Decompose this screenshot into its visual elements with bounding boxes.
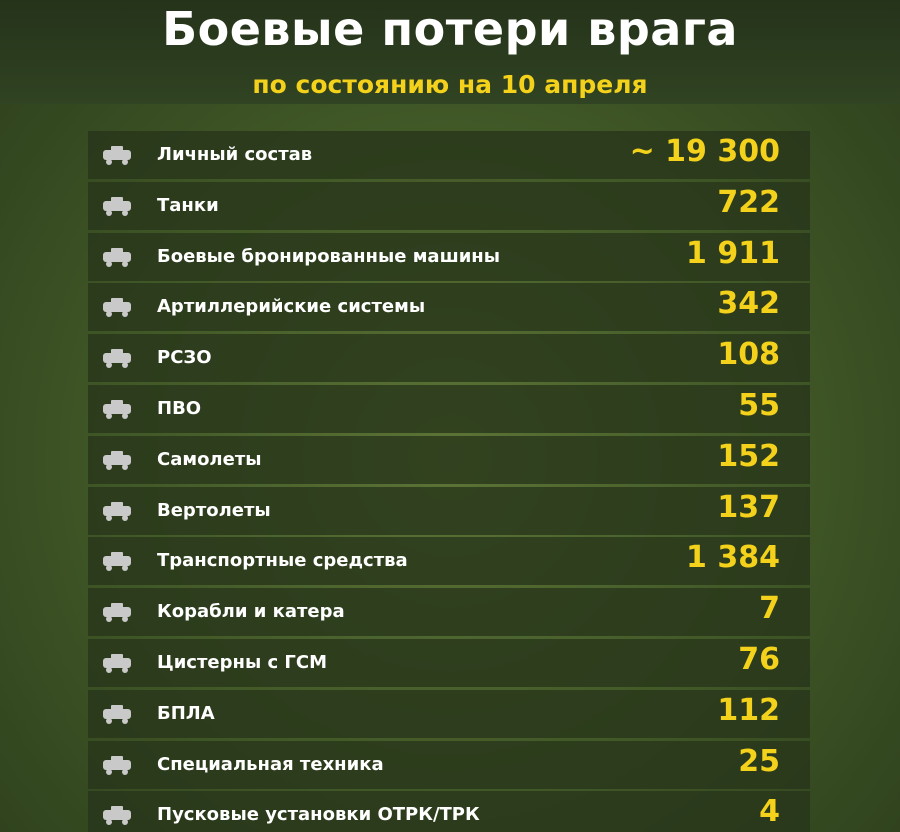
row-label: Танки (157, 194, 219, 216)
row-label: Транспортные средства (157, 550, 408, 572)
row-icon (103, 298, 131, 318)
row-label: Корабли и катера (157, 601, 345, 623)
row-icon (103, 196, 131, 216)
row-label: Артиллерийские системы (157, 296, 426, 318)
row-icon (103, 349, 131, 369)
row-value: 108 (717, 337, 780, 373)
row-value: 1 911 (686, 235, 780, 271)
row-label: БПЛА (157, 702, 215, 724)
row-value: 137 (717, 489, 780, 525)
row-icon (103, 400, 131, 419)
row-icon (103, 704, 131, 724)
row-icon (103, 654, 131, 673)
row-label: ПВО (157, 398, 202, 419)
table-row: Корабли и катера 7 (88, 588, 810, 637)
table-row: Танки 722 (88, 181, 810, 230)
row-value: 7 (759, 591, 780, 627)
table-row: Специальная техника 25 (88, 740, 810, 789)
table-row: Артиллерийские системы 342 (88, 283, 810, 332)
row-label: Боевые бронированные машины (157, 245, 501, 267)
row-icon (103, 603, 131, 623)
row-value: 25 (738, 743, 780, 779)
row-label: Цистерны с ГСМ (157, 652, 328, 673)
row-value: 76 (738, 642, 780, 677)
row-icon (103, 806, 131, 826)
row-value: 112 (717, 692, 780, 728)
table-row: Самолеты 152 (88, 435, 810, 484)
row-value: 722 (717, 184, 780, 220)
subtitle: по состоянию на 10 апреля (252, 70, 648, 99)
row-icon (103, 146, 131, 165)
row-value: 152 (717, 438, 780, 474)
row-value: 342 (717, 286, 780, 322)
row-icon (103, 501, 131, 521)
row-icon (103, 552, 131, 572)
title: Боевые потери врага (162, 2, 738, 56)
row-value: 1 384 (686, 540, 780, 576)
table-row: Личный состав ~ 19 300 (88, 131, 810, 179)
table-row: Транспортные средства 1 384 (88, 537, 810, 586)
row-icon (103, 755, 131, 775)
row-value: 4 (759, 794, 780, 830)
row-label: Вертолеты (157, 499, 271, 521)
table-row: Цистерны с ГСМ 76 (88, 639, 810, 687)
row-value: ~ 19 300 (629, 134, 780, 169)
row-label: Специальная техника (157, 753, 384, 775)
table-row: Пусковые установки ОТРК/ТРК 4 (88, 791, 810, 832)
row-label: Пусковые установки ОТРК/ТРК (157, 804, 480, 826)
row-icon (103, 247, 131, 267)
row-label: Личный состав (157, 144, 313, 165)
table-row: РСЗО 108 (88, 334, 810, 383)
table-row: Вертолеты 137 (88, 486, 810, 535)
row-label: РСЗО (157, 347, 212, 369)
row-icon (103, 450, 131, 470)
table-row: Боевые бронированные машины 1 911 (88, 232, 810, 281)
row-value: 55 (738, 388, 780, 423)
row-label: Самолеты (157, 448, 262, 470)
header-band: Боевые потери врага по состоянию на 10 а… (0, 0, 900, 104)
table-row: ПВО 55 (88, 385, 810, 433)
table-row: БПЛА 112 (88, 689, 810, 738)
